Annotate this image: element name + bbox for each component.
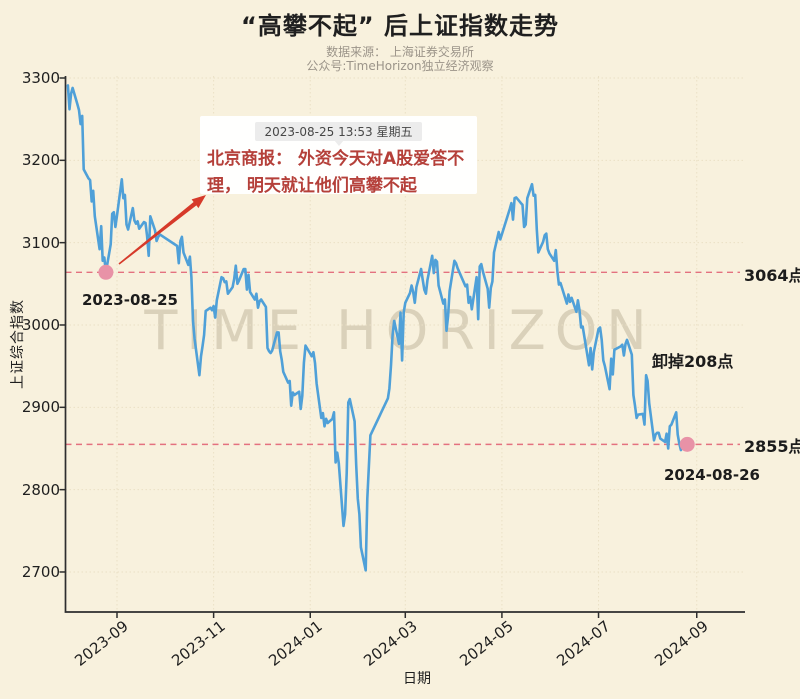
y-tick-label: 3100: [21, 233, 60, 252]
index-price-line: [66, 84, 689, 572]
high-reference-label: 3064点: [744, 266, 800, 285]
drop-points-label: 卸掉208点: [652, 352, 734, 371]
news-annotation-card: 2023-08-25 13:53 星期五 北京商报： 外资今天对A股爱答不 理，…: [200, 116, 477, 196]
chart-subtitle-account: 公众号:TimeHorizon独立经济观察: [306, 59, 494, 73]
y-tick-label: 3300: [21, 69, 60, 87]
annotation-text-line2: 理， 明天就让他们高攀不起: [207, 175, 417, 196]
low-reference-label: 2855点: [744, 437, 800, 456]
annotation-timestamp-wrap: 2023-08-25 13:53 星期五: [200, 121, 477, 146]
annotation-text-line1: 北京商报： 外资今天对A股爱答不: [207, 149, 465, 169]
end-point-date-label: 2024-08-26: [664, 466, 760, 484]
y-axis-title: 上证综合指数: [10, 299, 26, 389]
annotation-timestamp: 2023-08-25 13:53 星期五: [254, 122, 423, 141]
y-tick-label: 3200: [21, 151, 60, 170]
y-tick-label: 3000: [21, 315, 60, 334]
chart-subtitle-source: 数据来源： 上海证券交易所: [326, 45, 474, 59]
chart-title: “高攀不起” 后上证指数走势: [241, 12, 559, 40]
y-tick-label: 2800: [21, 480, 60, 499]
callout-arrow-icon: [118, 195, 206, 265]
y-tick-label: 2900: [21, 398, 60, 417]
start-point-date-label: 2023-08-25: [82, 291, 178, 309]
marker-dot: [679, 436, 695, 452]
x-axis-title: 日期: [403, 671, 431, 687]
marker-dot: [98, 264, 114, 280]
annotation-notch: [333, 140, 344, 146]
y-tick-label: 2700: [21, 562, 60, 581]
